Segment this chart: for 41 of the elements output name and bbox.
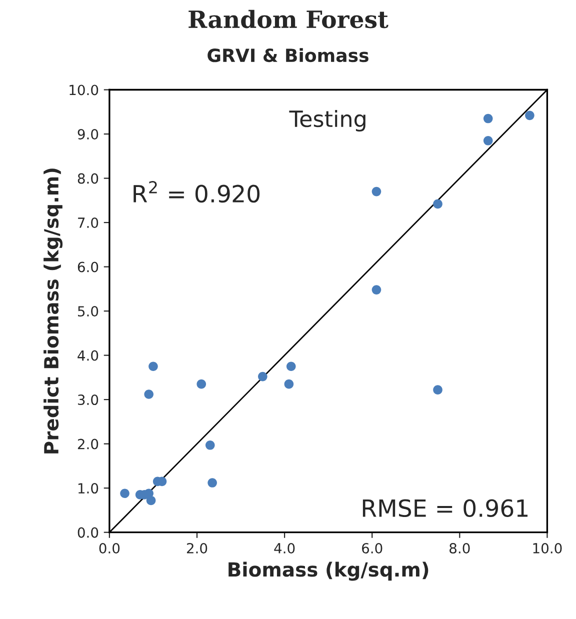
y-tick-label: 2.0 <box>78 438 98 450</box>
annotation: R$^{2}$ = 0.920 <box>134 181 260 203</box>
annotation: RMSE = 0.961 <box>362 499 528 518</box>
point <box>205 440 215 450</box>
point <box>120 488 130 498</box>
x-tick-label: 4.0 <box>274 543 295 554</box>
chart-subtitle: GRVI & Biomass <box>208 48 368 62</box>
point <box>483 136 493 146</box>
point <box>483 114 493 124</box>
point <box>148 362 158 372</box>
y-tick-label: 8.0 <box>78 173 98 184</box>
annotation: Testing <box>289 110 366 132</box>
y-tick-label: 1.0 <box>78 483 98 494</box>
x-tick-label: 8.0 <box>450 543 470 554</box>
x-tick-label: 0.0 <box>99 543 120 554</box>
point <box>144 390 154 399</box>
y-tick-label: 9.0 <box>78 128 98 140</box>
y-tick-label: 3.0 <box>78 394 98 406</box>
x-tick-label: 6.0 <box>362 543 382 554</box>
point <box>433 385 442 394</box>
point <box>258 372 268 382</box>
point <box>146 496 156 506</box>
y-tick-label: 10.0 <box>70 84 98 96</box>
y-tick-label: 7.0 <box>78 218 98 228</box>
y-tick-label: 5.0 <box>78 306 98 317</box>
y-tick-label: 6.0 <box>78 262 98 272</box>
y-axis-title: Predict Biomass (kg/sq.m) <box>44 168 63 454</box>
x-tick-label: 2.0 <box>186 543 208 554</box>
point <box>372 285 382 294</box>
point <box>525 110 534 120</box>
point <box>286 362 296 372</box>
x-tick-label: 10.0 <box>533 543 562 554</box>
chart-title: Random Forest <box>188 10 388 28</box>
point <box>208 478 217 488</box>
point <box>196 379 206 389</box>
y-tick-label: 0.0 <box>78 527 98 538</box>
x-axis-title: Biomass (kg/sq.m) <box>228 562 428 581</box>
point <box>284 379 294 389</box>
y-tick-label: 4.0 <box>78 350 98 361</box>
point <box>433 199 442 209</box>
point <box>372 186 382 196</box>
